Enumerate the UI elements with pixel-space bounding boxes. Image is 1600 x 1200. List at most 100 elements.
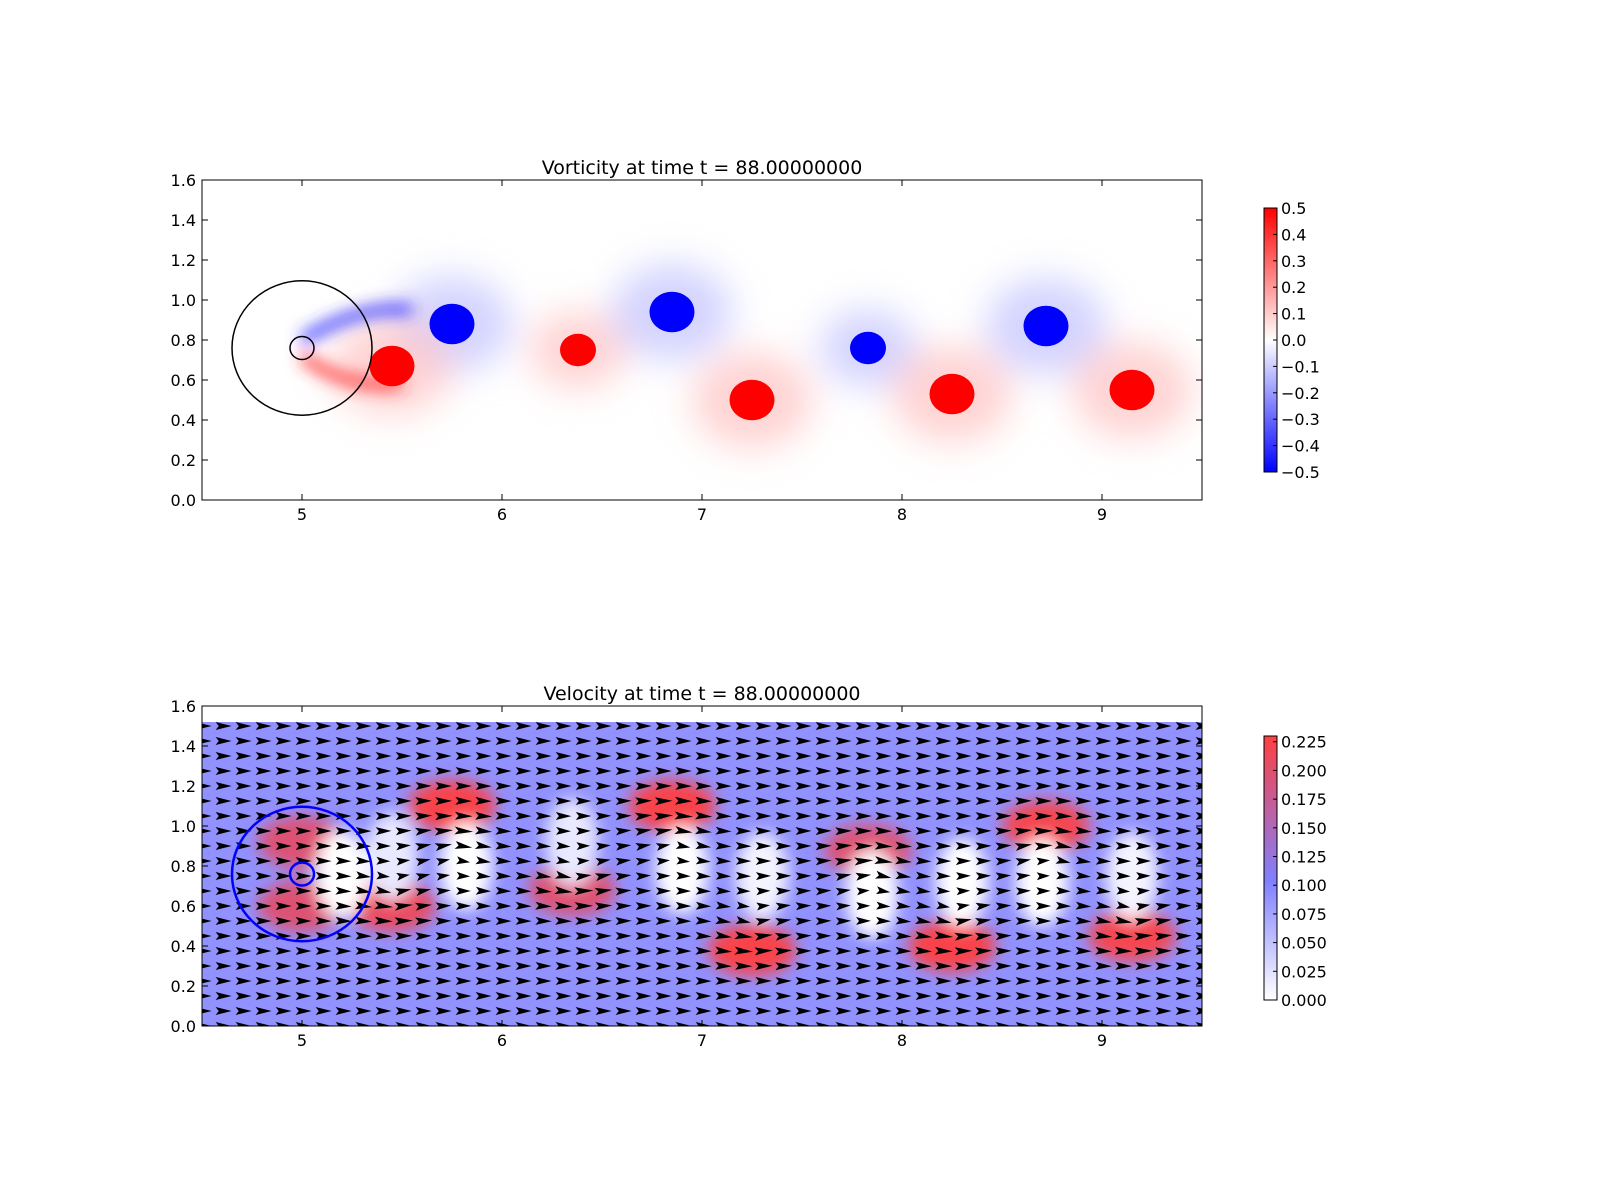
velocity-arrow-393 bbox=[915, 916, 932, 924]
velocity-arrow-957 bbox=[975, 752, 992, 760]
velocity-arrow-620 bbox=[355, 841, 372, 850]
velocity-arrow-130 bbox=[755, 992, 772, 1000]
velocity-arrow-430 bbox=[635, 902, 652, 911]
vorticity-xtick-label-3: 8 bbox=[897, 505, 907, 524]
velocity-arrow-218 bbox=[475, 962, 492, 970]
velocity-arrow-55 bbox=[275, 1007, 292, 1015]
velocity-arrow-1013 bbox=[1075, 737, 1092, 745]
velocity-arrow-214 bbox=[395, 962, 412, 970]
velocity-arrow-440 bbox=[835, 902, 851, 911]
velocity-arrow-1020 bbox=[202, 723, 212, 729]
velocity-arrow-842 bbox=[715, 781, 732, 790]
velocity-arrow-833 bbox=[535, 782, 552, 790]
velocity-arrow-406 bbox=[1175, 917, 1192, 926]
velocity-arrow-665 bbox=[235, 827, 252, 835]
velocity-arrow-535 bbox=[695, 871, 711, 880]
velocity-arrow-335 bbox=[774, 932, 792, 941]
velocity-xtick-label-0: 5 bbox=[297, 1031, 307, 1050]
velocity-arrow-449 bbox=[1015, 902, 1032, 911]
velocity-arrow-643 bbox=[815, 842, 832, 851]
velocity-arrow-35 bbox=[895, 1022, 912, 1026]
velocity-colorbar-tick-label-4: 0.125 bbox=[1281, 848, 1327, 867]
velocity-arrow-992 bbox=[655, 737, 672, 745]
velocity-arrow-917 bbox=[1195, 767, 1202, 775]
velocity-arrow-591 bbox=[795, 857, 812, 866]
velocity-arrow-89 bbox=[955, 1007, 972, 1015]
velocity-arrow-519 bbox=[376, 871, 390, 880]
velocity-arrow-231 bbox=[735, 961, 753, 970]
velocity-arrow-848 bbox=[835, 782, 852, 790]
velocity-arrow-841 bbox=[695, 781, 712, 790]
velocity-arrow-333 bbox=[734, 931, 753, 940]
velocity-arrow-139 bbox=[935, 992, 952, 1000]
velocity-arrow-18 bbox=[555, 1022, 572, 1026]
velocity-colorbar-tick-label-8: 0.025 bbox=[1281, 962, 1327, 981]
velocity-arrow-381 bbox=[675, 916, 692, 925]
velocity-arrow-929 bbox=[415, 752, 432, 760]
velocity-arrow-292 bbox=[934, 946, 953, 955]
velocity-arrow-814 bbox=[1175, 797, 1192, 805]
velocity-arrow-105 bbox=[255, 992, 272, 1000]
velocity-arrow-65 bbox=[475, 1007, 492, 1015]
velocity-arrow-16 bbox=[515, 1022, 532, 1026]
velocity-arrow-217 bbox=[455, 962, 472, 970]
velocity-arrow-44 bbox=[1075, 1022, 1092, 1026]
velocity-arrow-1039 bbox=[575, 722, 592, 730]
velocity-arrow-371 bbox=[475, 917, 492, 925]
velocity-arrow-387 bbox=[795, 917, 812, 926]
velocity-arrow-628 bbox=[515, 841, 532, 850]
velocity-arrow-122 bbox=[595, 992, 612, 1000]
velocity-ytick-label-3: 0.6 bbox=[171, 897, 196, 916]
velocity-arrow-534 bbox=[676, 871, 691, 880]
velocity-arrow-945 bbox=[735, 752, 752, 760]
velocity-arrow-201 bbox=[1155, 977, 1172, 985]
velocity-arrow-508 bbox=[1175, 887, 1192, 896]
velocity-arrow-692 bbox=[775, 827, 792, 835]
velocity-arrow-109 bbox=[335, 992, 352, 1000]
velocity-arrow-860 bbox=[1075, 782, 1092, 790]
vorticity-vortex-6 bbox=[929, 373, 975, 415]
velocity-arrow-222 bbox=[555, 962, 572, 970]
velocity-arrow-505 bbox=[1116, 886, 1131, 895]
vorticity-ytick-label-4: 0.8 bbox=[171, 331, 196, 350]
velocity-arrow-305 bbox=[1195, 947, 1202, 955]
velocity-arrow-592 bbox=[815, 857, 832, 866]
velocity-arrow-368 bbox=[415, 917, 433, 926]
velocity-arrow-541 bbox=[815, 872, 832, 881]
velocity-arrow-258 bbox=[255, 947, 272, 955]
velocity-arrow-893 bbox=[715, 767, 732, 775]
velocity-arrow-286 bbox=[815, 947, 832, 956]
velocity-arrow-639 bbox=[735, 841, 752, 850]
velocity-arrow-315 bbox=[375, 931, 393, 940]
velocity-arrow-394 bbox=[934, 915, 952, 924]
velocity-arrow-743 bbox=[775, 812, 792, 820]
velocity-arrow-32 bbox=[835, 1022, 852, 1026]
velocity-arrow-671 bbox=[355, 827, 372, 835]
vorticity-xtick-label-4: 9 bbox=[1097, 505, 1107, 524]
velocity-arrow-632 bbox=[595, 842, 611, 851]
velocity-arrow-631 bbox=[576, 842, 591, 851]
velocity-arrow-204 bbox=[202, 963, 212, 969]
velocity-colorbar-bar bbox=[1263, 735, 1278, 1001]
velocity-arrow-1042 bbox=[635, 722, 652, 730]
velocity-arrow-697 bbox=[875, 826, 893, 835]
velocity-arrow-350 bbox=[1075, 931, 1092, 940]
velocity-arrow-647 bbox=[895, 841, 912, 850]
velocity-arrow-853 bbox=[935, 782, 952, 790]
velocity-arrow-909 bbox=[1035, 767, 1052, 775]
velocity-arrow-587 bbox=[715, 856, 732, 865]
vorticity-ytick-label-6: 1.2 bbox=[171, 251, 196, 270]
velocity-arrow-388 bbox=[815, 917, 832, 926]
velocity-arrow-959 bbox=[1015, 752, 1032, 760]
velocity-arrow-568 bbox=[335, 856, 352, 865]
velocity-arrow-675 bbox=[434, 827, 454, 836]
velocity-arrow-179 bbox=[715, 976, 732, 985]
velocity-arrow-94 bbox=[1055, 1007, 1072, 1015]
velocity-arrow-926 bbox=[355, 752, 372, 760]
velocity-arrow-294 bbox=[975, 947, 993, 956]
velocity-arrow-881 bbox=[475, 767, 492, 775]
velocity-arrow-775 bbox=[395, 797, 412, 806]
velocity-arrow-863 bbox=[1135, 782, 1152, 790]
velocity-arrow-86 bbox=[895, 1007, 912, 1015]
velocity-arrow-267 bbox=[435, 947, 452, 955]
